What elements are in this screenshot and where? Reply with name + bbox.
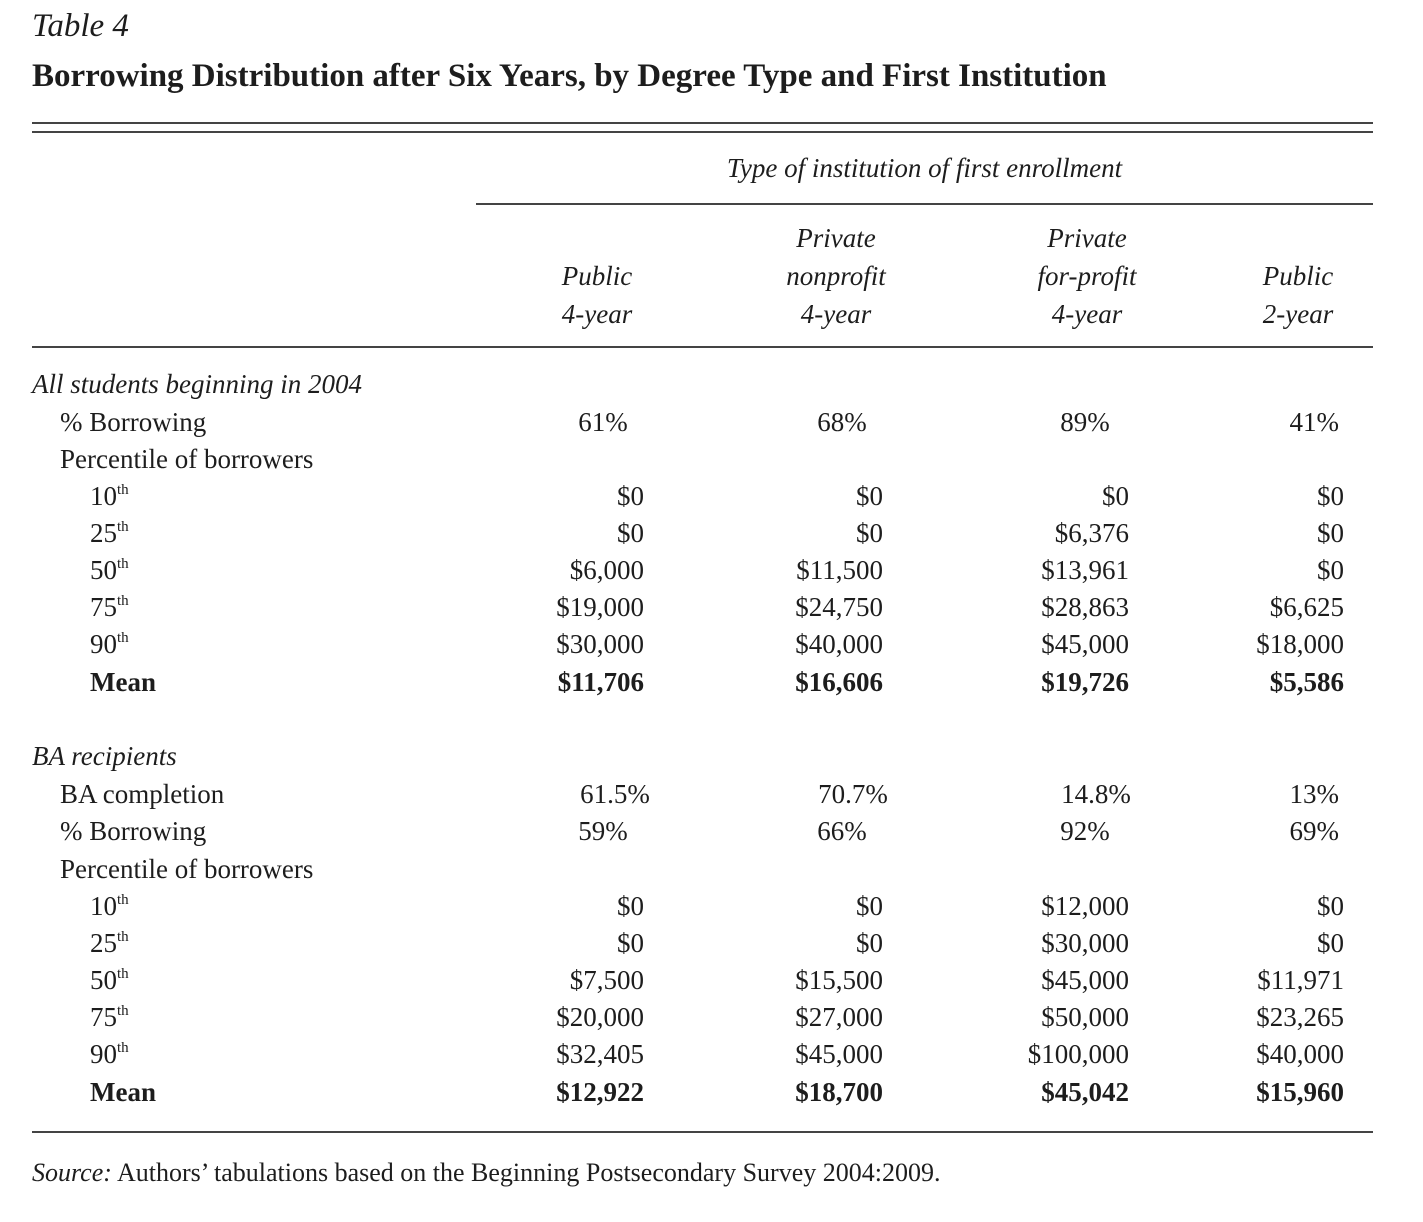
cell: 66% (817, 816, 867, 846)
cell: $6,376 (1054, 518, 1129, 548)
cell: $40,000 (795, 629, 883, 659)
row-label-25th: 25th (90, 518, 129, 548)
table-bottom-rule (32, 1131, 1373, 1133)
row-label-25th: 25th (90, 928, 129, 958)
source-note: Source: Authors’ tabulations based on th… (32, 1158, 940, 1188)
cell: 92% (1060, 816, 1110, 846)
cell: $18,000 (1256, 629, 1344, 659)
cell: $0 (1317, 518, 1344, 548)
cell: $19,726 (1041, 667, 1129, 697)
source-label: Source: (32, 1158, 112, 1187)
cell: $11,971 (1257, 965, 1344, 995)
cell: 61.5% (580, 779, 650, 809)
cell: $19,000 (556, 592, 644, 622)
cell: $40,000 (1256, 1039, 1344, 1069)
row-label-percentile: Percentile of borrowers (60, 444, 314, 474)
row-label-percentile: Percentile of borrowers (60, 854, 314, 884)
row-label-90th: 90th (90, 629, 129, 659)
column-header-public-2yr: Public 2-year (1262, 261, 1334, 329)
cell: $5,586 (1269, 667, 1344, 697)
cell: 14.8% (1061, 779, 1131, 809)
row-label-mean: Mean (90, 667, 156, 697)
cell: $16,606 (795, 667, 883, 697)
cell: $11,500 (796, 555, 883, 585)
cell: $0 (1317, 891, 1344, 921)
row-label-90th: 90th (90, 1039, 129, 1069)
row-label-borrowing: % Borrowing (60, 407, 207, 437)
cell: $45,000 (1041, 629, 1129, 659)
cell: $27,000 (795, 1002, 883, 1032)
cell: 61% (578, 407, 628, 437)
row-label-10th: 10th (90, 891, 129, 921)
column-header-private-nonprofit: Private nonprofit 4-year (786, 223, 886, 329)
cell: $15,500 (795, 965, 883, 995)
cell: $0 (856, 518, 883, 548)
table-label: Table 4 (32, 8, 129, 44)
cell: $100,000 (1027, 1039, 1129, 1069)
cell: $6,625 (1269, 592, 1344, 622)
cell: $0 (1317, 555, 1344, 585)
cell: $13,961 (1041, 555, 1129, 585)
cell: $45,000 (795, 1039, 883, 1069)
cell: $28,863 (1041, 592, 1129, 622)
cell: $11,706 (557, 667, 644, 697)
cell: $15,960 (1256, 1077, 1344, 1107)
cell: $12,000 (1041, 891, 1129, 921)
cell: $6,000 (569, 555, 644, 585)
cell: 41% (1289, 407, 1340, 437)
column-group-header: Type of institution of first enrollment (726, 153, 1123, 183)
cell: 70.7% (818, 779, 888, 809)
row-label-50th: 50th (90, 555, 129, 585)
cell: $0 (1102, 481, 1129, 511)
cell: $0 (1317, 928, 1344, 958)
cell: $50,000 (1041, 1002, 1129, 1032)
cell: 89% (1060, 407, 1110, 437)
cell: $0 (617, 481, 644, 511)
row-label-75th: 75th (90, 592, 129, 622)
source-text: Authors’ tabulations based on the Beginn… (116, 1158, 941, 1187)
cell: $0 (856, 891, 883, 921)
column-group-rule (476, 203, 1373, 205)
cell: $0 (856, 481, 883, 511)
cell: $30,000 (1041, 928, 1129, 958)
row-label-ba-completion: BA completion (60, 779, 225, 809)
cell: $24,750 (795, 592, 883, 622)
cell: $0 (617, 891, 644, 921)
section-heading-ba-recipients: BA recipients (32, 741, 177, 771)
cell: $45,000 (1041, 965, 1129, 995)
cell: $32,405 (556, 1039, 644, 1069)
cell: $0 (617, 518, 644, 548)
top-rule-1 (32, 122, 1373, 124)
cell: 59% (578, 816, 628, 846)
header-bottom-rule (32, 346, 1373, 348)
cell: $20,000 (556, 1002, 644, 1032)
top-rule-2 (32, 131, 1373, 133)
cell: $30,000 (556, 629, 644, 659)
cell: $45,042 (1041, 1077, 1129, 1107)
column-header-private-forprofit: Private for-profit 4-year (1037, 223, 1137, 329)
table-title: Borrowing Distribution after Six Years, … (32, 58, 1107, 94)
cell: $0 (617, 928, 644, 958)
cell: $7,500 (569, 965, 644, 995)
row-label-50th: 50th (90, 965, 129, 995)
row-label-10th: 10th (90, 481, 129, 511)
row-label-borrowing: % Borrowing (60, 816, 207, 846)
section-heading-all-students: All students beginning in 2004 (32, 369, 362, 399)
column-header-public-4yr: Public 4-year (561, 261, 633, 329)
cell: $0 (856, 928, 883, 958)
cell: $12,922 (556, 1077, 644, 1107)
cell: 69% (1289, 816, 1340, 846)
cell: $0 (1317, 481, 1344, 511)
cell: 68% (817, 407, 867, 437)
cell: 13% (1289, 779, 1340, 809)
row-label-mean: Mean (90, 1077, 156, 1107)
cell: $23,265 (1256, 1002, 1344, 1032)
cell: $18,700 (795, 1077, 883, 1107)
row-label-75th: 75th (90, 1002, 129, 1032)
